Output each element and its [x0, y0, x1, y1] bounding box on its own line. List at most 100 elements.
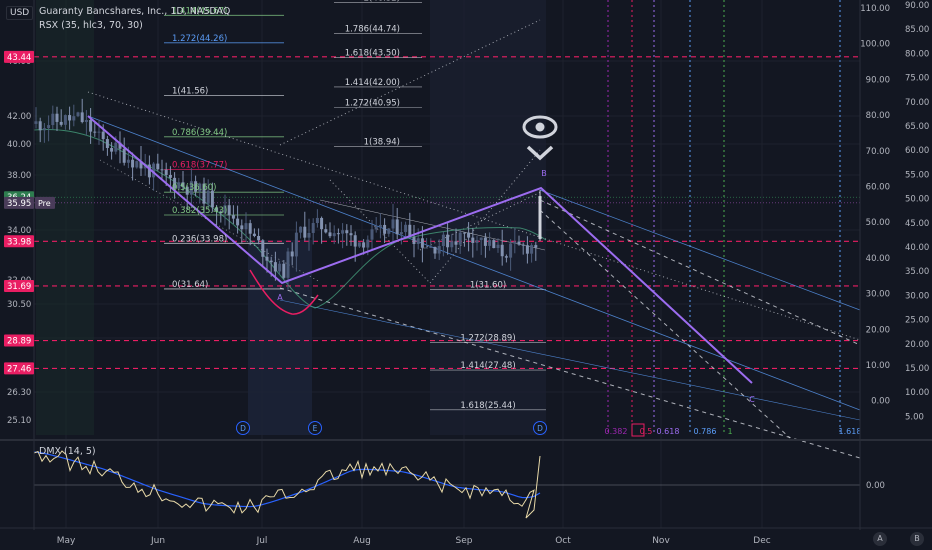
fib-left-label-5: 0.618(37.77) — [172, 160, 227, 170]
eye-icon — [522, 115, 558, 139]
eye-pupil-icon — [535, 122, 545, 132]
candle-body-28 — [152, 163, 156, 178]
candle-body-79 — [366, 239, 370, 248]
candle-body-60 — [286, 251, 290, 278]
fib-top-label-5: 1.414(42.00) — [345, 78, 400, 88]
candle-body-34 — [177, 182, 181, 189]
candle-body-98 — [446, 234, 450, 248]
trend-line-10 — [429, 149, 541, 284]
right-outer-tick-14: 20.00 — [905, 340, 929, 350]
time-fib-label-2: 0.618 — [657, 427, 680, 436]
right-outer-tick-2: 80.00 — [905, 49, 929, 59]
fib-left-label-7: 0.382(35.43) — [172, 206, 227, 216]
fib-bottom-label-1: 1.272(28.89) — [460, 334, 515, 344]
lower-indicator-legend[interactable]: DMX (14, 5) — [39, 446, 96, 457]
candle-body-117 — [525, 245, 529, 254]
currency-label[interactable]: USD — [6, 6, 34, 20]
fib-bottom-label-3: 1.618(25.44) — [460, 401, 515, 411]
right-inner-tick-3: 80.00 — [866, 111, 890, 121]
candle-body-23 — [131, 159, 135, 168]
time-axis-tick-2: Jul — [256, 536, 268, 546]
candle-body-7 — [63, 115, 67, 125]
auto-scale-button[interactable]: A — [873, 532, 887, 546]
candle-body-78 — [362, 242, 366, 248]
trend-line-5 — [539, 199, 861, 346]
dmx-main-line — [33, 450, 541, 519]
fib-left-label-6: 0.5(36.60) — [172, 183, 216, 193]
right-outer-tick-8: 50.00 — [905, 195, 929, 205]
candle-body-88 — [404, 224, 408, 233]
candle-body-69 — [324, 229, 328, 233]
right-outer-tick-15: 15.00 — [905, 364, 929, 374]
candle-body-37 — [189, 181, 193, 195]
price-badge-0 — [4, 50, 34, 63]
candle-body-52 — [252, 233, 256, 236]
candle-body-106 — [479, 237, 483, 240]
price-badge-label-0: 43.44 — [7, 53, 31, 63]
right-outer-tick-10: 40.00 — [905, 243, 929, 253]
indicator-legend[interactable]: RSX (35, hlc3, 70, 30) — [39, 20, 143, 31]
fib-top-label-2: 2(46.32) — [364, 0, 400, 4]
candle-body-55 — [265, 256, 269, 261]
left-axis-bg — [0, 0, 34, 550]
right-inner-tick-5: 60.00 — [866, 183, 890, 193]
candle-body-40 — [202, 183, 206, 204]
left-axis-tick-6: 30.50 — [7, 300, 31, 310]
candle-body-94 — [429, 246, 433, 248]
price-badge-label-2: 35.95 — [7, 199, 31, 209]
time-axis-tick-5: Oct — [555, 536, 571, 546]
fib-left-label-1: 1.414(45.67) — [172, 6, 227, 16]
fib-bottom-label-2: 1.414(27.48) — [460, 361, 515, 371]
time-fib-label-0: 0.382 — [605, 427, 628, 436]
chart-labels: ABC1.618(47.69)1.414(45.67)1.272(44.26)1… — [172, 0, 861, 436]
right-inner-tick-8: 30.00 — [866, 290, 890, 300]
symbol-title[interactable]: Guaranty Bancshares, Inc., 1D, NASDAQ — [39, 6, 231, 17]
fib-top-label-3: 1.786(44.74) — [345, 24, 400, 34]
right-inner-tick-7: 40.00 — [866, 254, 890, 264]
candle-body-89 — [408, 224, 412, 238]
candle-body-1 — [38, 121, 42, 131]
price-badge-5 — [4, 334, 34, 347]
candle-body-113 — [509, 243, 513, 258]
candle-body-97 — [441, 234, 445, 247]
candle-body-9 — [72, 116, 76, 121]
trend-line-0 — [87, 115, 861, 411]
price-badge-3 — [4, 235, 34, 248]
candle-body-76 — [353, 235, 357, 247]
trend-line-12 — [319, 199, 546, 251]
event-marker-0 — [236, 421, 250, 435]
candle-body-84 — [387, 228, 391, 234]
candle-body-31 — [164, 169, 168, 175]
left-axis-tick-2: 40.00 — [7, 140, 31, 150]
right-outer-tick-6: 60.00 — [905, 146, 929, 156]
candle-body-70 — [328, 232, 332, 237]
fib-top-label-6: 1.272(40.95) — [345, 98, 400, 108]
right-inner-tick-0: 110.00 — [860, 4, 890, 14]
trend-line-7 — [279, 19, 541, 146]
candle-body-33 — [173, 177, 177, 189]
candle-body-112 — [504, 256, 508, 258]
fib-left-label-4: 0.786(39.44) — [172, 128, 227, 138]
drawing-lines — [33, 0, 861, 519]
price-badge-6 — [4, 362, 34, 375]
event-marker-label-0: D — [240, 424, 246, 433]
candle-body-111 — [500, 244, 504, 257]
candle-body-0 — [34, 121, 38, 124]
candle-body-49 — [240, 225, 244, 230]
fib-bottom-label-0: 1(31.60) — [470, 281, 506, 291]
candle-body-35 — [181, 182, 185, 187]
log-scale-button[interactable]: B — [910, 532, 924, 546]
fib-left-label-9: 0(31.64) — [172, 280, 208, 290]
event-marker-label-2: D — [537, 424, 543, 433]
candle-body-64 — [303, 226, 307, 238]
right-outer-tick-3: 75.00 — [905, 74, 929, 84]
time-axis-tick-0: May — [57, 536, 76, 546]
candle-body-46 — [227, 205, 231, 216]
time-fib-box — [631, 423, 645, 437]
candle-body-19 — [114, 142, 118, 152]
candle-body-44 — [219, 211, 223, 214]
right-inner-tick-1: 100.00 — [860, 40, 890, 50]
time-fib-label-4: 1 — [727, 427, 732, 436]
